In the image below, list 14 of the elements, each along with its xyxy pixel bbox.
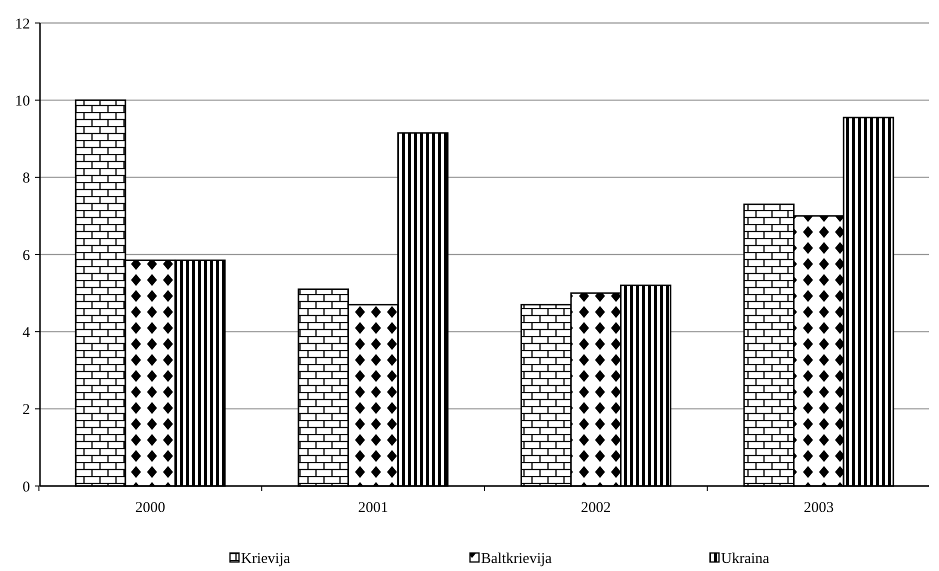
y-tick-label: 0 [22,479,30,496]
x-tick-label: 2002 [580,500,611,516]
y-tick-label: 2 [22,402,30,418]
x-tick-label: 2001 [358,500,388,516]
legend-label: Ukraina [721,551,770,567]
y-tick-label: 8 [22,170,30,187]
x-tick-label: 2000 [135,500,166,516]
legend-label: Baltkrievija [481,551,552,567]
y-tick-label: 10 [15,93,30,110]
y-tick-label: 6 [22,248,30,264]
legend-label: Krievija [241,551,290,567]
y-tick-label: 4 [22,324,30,341]
y-tick-label: 12 [15,16,30,32]
x-tick-label: 2003 [804,500,834,516]
